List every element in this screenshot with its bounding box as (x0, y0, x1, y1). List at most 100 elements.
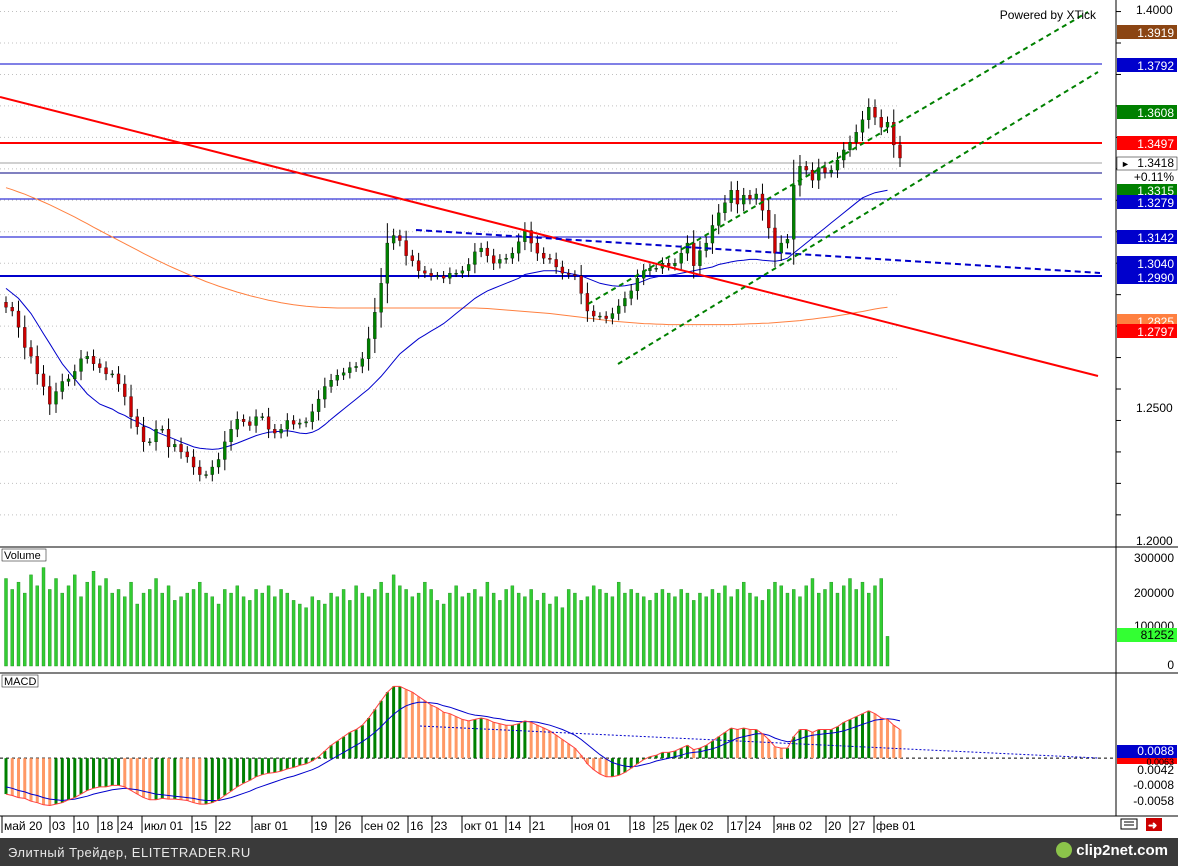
level-tag-bg (1117, 195, 1177, 209)
macd-hist-bar (667, 752, 671, 759)
candle-body (779, 242, 783, 254)
macd-hist-bar (148, 758, 152, 800)
macd-hist-bar (648, 756, 652, 759)
x-tick-label: 22 (218, 819, 232, 833)
candle-body (785, 239, 790, 244)
volume-bar (485, 581, 490, 667)
volume-bar (842, 585, 846, 667)
volume-bar (98, 585, 102, 667)
macd-hist-bar (442, 712, 446, 759)
volume-bar (673, 596, 677, 667)
candle-body (304, 421, 308, 424)
volume-bar (560, 607, 565, 667)
macd-hist-bar (54, 758, 58, 805)
candle-body (48, 386, 52, 405)
candle-body (110, 373, 114, 376)
candle-body (223, 441, 227, 460)
volume-bar (535, 600, 540, 667)
volume-bar (479, 596, 483, 667)
volume-bar (29, 574, 33, 667)
macd-hist-bar (592, 758, 596, 770)
level-tag-bg (1117, 25, 1177, 39)
volume-bar (554, 596, 558, 667)
brand-logo-icon (1056, 842, 1073, 858)
candle-body (398, 235, 402, 241)
candle-body (717, 212, 721, 226)
volume-bar (223, 589, 227, 667)
x-tick-label: 14 (508, 819, 522, 833)
candle-body (354, 366, 358, 368)
candle-body (485, 247, 490, 256)
volume-bar (541, 592, 546, 667)
volume-bar (735, 589, 740, 667)
exit-icon[interactable]: ➜ (1146, 818, 1162, 832)
macd-hist-bar (10, 758, 14, 796)
candle-body (635, 278, 640, 292)
volume-bar (379, 581, 383, 667)
macd-hist-bar (354, 729, 358, 759)
volume-bar (698, 592, 702, 667)
macd-hist-bar (198, 758, 202, 805)
x-tick-label: 25 (656, 819, 670, 833)
candle-body (698, 250, 702, 266)
candle-body (623, 298, 627, 307)
macd-hist-bar (379, 700, 383, 759)
candle-body (491, 255, 496, 264)
macd-hist-bar (373, 709, 377, 759)
volume-bar (666, 592, 671, 667)
level-tag-label: 1.3040 (1137, 257, 1174, 271)
macd-hist-bar (485, 719, 489, 759)
level-tag-bg (1117, 136, 1177, 150)
macd-hist-bar (835, 726, 839, 759)
candle-body (310, 411, 314, 422)
x-tick-label: 20 (828, 819, 842, 833)
volume-bar (66, 585, 71, 667)
volume-bar (685, 592, 690, 667)
candle-body (385, 242, 390, 284)
macd-hist-bar (210, 758, 214, 803)
volume-bar (204, 592, 208, 667)
candle-body (723, 202, 727, 214)
macd-hist-bar (829, 729, 833, 759)
macd-hist-bar (73, 758, 77, 798)
macd-hist-bar (404, 689, 408, 759)
volume-bar (360, 592, 365, 667)
level-tag-bg (1117, 183, 1177, 197)
vol-last-bg (1117, 628, 1177, 642)
volume-bar (792, 589, 796, 667)
candle-body (273, 429, 277, 434)
x-tick-label: 24 (748, 819, 762, 833)
volume-bar (210, 596, 215, 667)
candle-body (554, 259, 558, 268)
vol-tick-200000: 200000 (1134, 586, 1174, 600)
candle-body (179, 444, 183, 453)
candle-body (154, 429, 158, 443)
macd-hist-bar (479, 717, 483, 759)
candle-body (341, 372, 346, 376)
candle-body (854, 132, 858, 143)
candle-body (817, 167, 821, 181)
macd-hist-bar (548, 730, 552, 759)
candle-body (679, 252, 683, 264)
macd-hist-bar (704, 745, 708, 759)
candle-body (360, 358, 364, 367)
volume-bar (310, 596, 315, 667)
candle-body (885, 122, 890, 128)
candle-body (792, 185, 796, 240)
macd-hist-bar (260, 758, 264, 775)
candle-body (810, 169, 815, 181)
macd-hist-bar (160, 758, 164, 799)
candle-body (710, 225, 715, 244)
x-tick-label: 24 (120, 819, 134, 833)
footer-brand[interactable]: clip2net.com (1056, 842, 1168, 859)
candle-body (298, 422, 302, 425)
candle-body (435, 275, 440, 277)
macd-hist-bar (723, 732, 727, 759)
macd-hist-bar (98, 758, 102, 787)
macd-hist-bar (710, 740, 714, 759)
keyboard-icon[interactable] (1120, 818, 1138, 830)
macd-hist-bar (448, 713, 452, 759)
macd-hist-bar (604, 758, 608, 777)
level-tag-label: 1.3792 (1137, 59, 1174, 73)
volume-bar (691, 600, 696, 667)
